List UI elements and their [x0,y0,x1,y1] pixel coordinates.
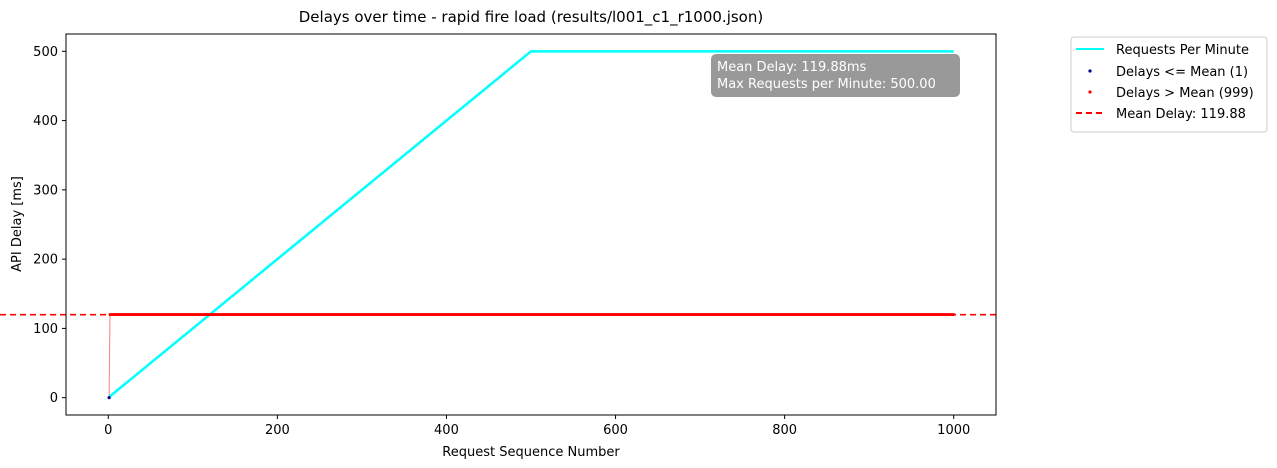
y-ticks: 0 100 200 300 400 500 [33,45,66,406]
legend-label-delays-le: Delays <= Mean (1) [1116,65,1248,80]
legend-swatch-delays-gt [1088,90,1092,94]
y-tick-label: 500 [33,45,58,60]
y-tick-label: 200 [33,253,58,268]
stats-annotation-line-1: Mean Delay: 119.88ms [717,60,867,75]
legend-swatch-delays-le [1088,69,1092,73]
stats-annotation: Mean Delay: 119.88ms Max Requests per Mi… [711,54,960,97]
x-tick-label: 800 [772,423,797,438]
y-axis-label: API Delay [ms] [10,176,25,272]
legend: Requests Per Minute Delays <= Mean (1) D… [1070,36,1268,133]
chart-title: Delays over time - rapid fire load (resu… [299,8,763,27]
x-tick-label: 0 [104,423,112,438]
y-tick-label: 100 [33,322,58,337]
plot-frame [65,33,997,416]
x-tick-label: 400 [434,423,459,438]
x-tick-label: 600 [603,423,628,438]
stats-annotation-box [711,54,960,97]
y-tick-label: 0 [50,391,58,406]
x-ticks: 0 200 400 600 800 1000 [104,415,970,438]
y-tick-label: 400 [33,114,58,129]
legend-label-requests: Requests Per Minute [1116,43,1249,58]
y-tick-label: 300 [33,183,58,198]
x-tick-label: 200 [265,423,290,438]
legend-box [1070,36,1268,133]
requests-per-minute-line [108,50,954,398]
legend-label-delays-gt: Delays > Mean (999) [1116,86,1254,101]
legend-label-mean: Mean Delay: 119.88 [1116,107,1246,122]
x-axis-label: Request Sequence Number [442,445,620,460]
series-layer [0,50,1000,400]
x-tick-label: 1000 [937,423,970,438]
stats-annotation-line-2: Max Requests per Minute: 500.00 [717,77,936,92]
delay-point-below-mean [107,396,111,400]
delay-trace-line [108,314,954,398]
plot-area [0,50,1000,400]
